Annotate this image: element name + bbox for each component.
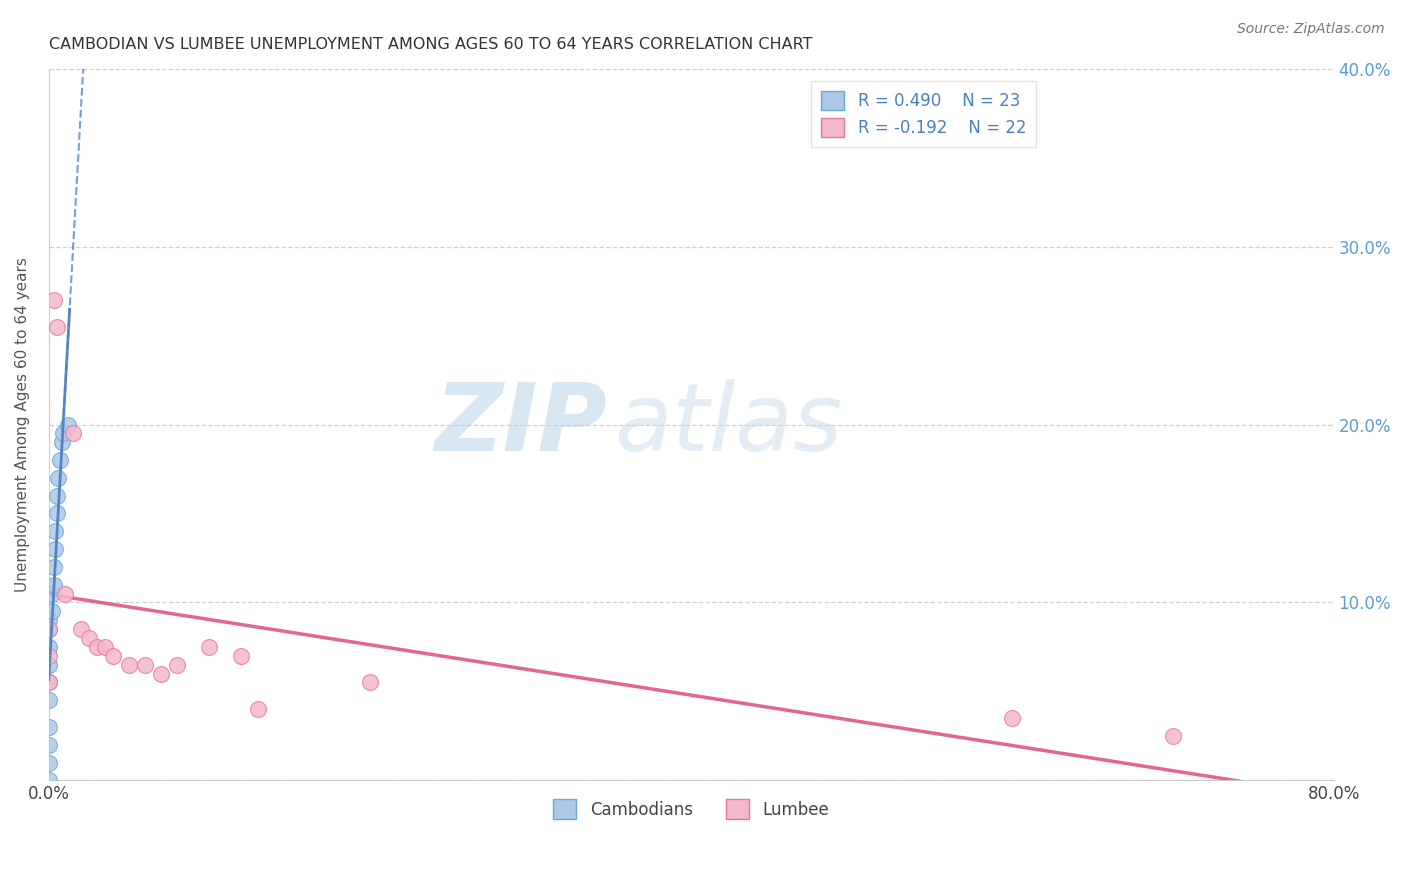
Point bbox=[45, 489, 67, 503]
Point bbox=[101, 648, 124, 663]
Point bbox=[62, 426, 84, 441]
Point bbox=[56, 417, 79, 432]
Point bbox=[1001, 711, 1024, 725]
Point bbox=[70, 622, 93, 636]
Point bbox=[38, 675, 60, 690]
Point bbox=[231, 648, 253, 663]
Point bbox=[38, 738, 60, 752]
Point bbox=[118, 657, 141, 672]
Point bbox=[44, 542, 66, 557]
Y-axis label: Unemployment Among Ages 60 to 64 years: Unemployment Among Ages 60 to 64 years bbox=[15, 257, 30, 592]
Point bbox=[38, 720, 60, 734]
Point bbox=[42, 559, 65, 574]
Point bbox=[94, 640, 117, 654]
Point bbox=[42, 293, 65, 307]
Legend: Cambodians, Lumbee: Cambodians, Lumbee bbox=[547, 793, 837, 825]
Point bbox=[359, 675, 381, 690]
Text: CAMBODIAN VS LUMBEE UNEMPLOYMENT AMONG AGES 60 TO 64 YEARS CORRELATION CHART: CAMBODIAN VS LUMBEE UNEMPLOYMENT AMONG A… bbox=[49, 37, 813, 53]
Point bbox=[86, 640, 108, 654]
Point bbox=[44, 524, 66, 539]
Point bbox=[51, 435, 73, 450]
Point bbox=[38, 675, 60, 690]
Point bbox=[42, 577, 65, 591]
Point bbox=[134, 657, 156, 672]
Point bbox=[246, 702, 269, 716]
Point bbox=[1161, 729, 1184, 743]
Point bbox=[38, 640, 60, 654]
Point bbox=[48, 471, 70, 485]
Text: atlas: atlas bbox=[614, 379, 842, 470]
Point bbox=[53, 586, 76, 600]
Point bbox=[77, 631, 100, 645]
Point bbox=[49, 453, 72, 467]
Point bbox=[166, 657, 188, 672]
Point bbox=[38, 773, 60, 788]
Point bbox=[52, 426, 75, 441]
Point bbox=[41, 586, 63, 600]
Text: ZIP: ZIP bbox=[434, 378, 607, 470]
Point bbox=[45, 507, 67, 521]
Point bbox=[38, 657, 60, 672]
Point bbox=[38, 693, 60, 707]
Point bbox=[38, 613, 60, 627]
Point bbox=[45, 319, 67, 334]
Point bbox=[38, 622, 60, 636]
Point bbox=[38, 648, 60, 663]
Text: Source: ZipAtlas.com: Source: ZipAtlas.com bbox=[1237, 22, 1385, 37]
Point bbox=[38, 622, 60, 636]
Point bbox=[150, 666, 173, 681]
Point bbox=[41, 604, 63, 618]
Point bbox=[198, 640, 221, 654]
Point bbox=[38, 756, 60, 770]
